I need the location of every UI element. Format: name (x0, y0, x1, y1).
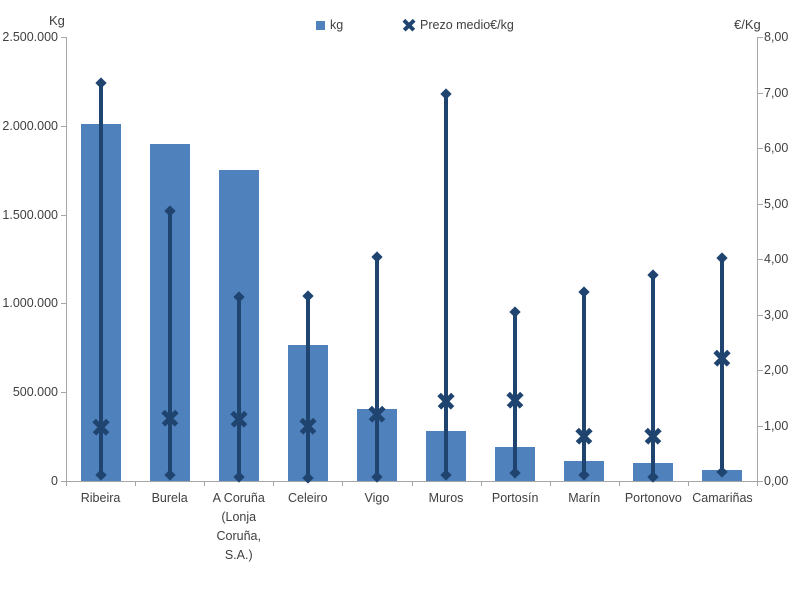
avg-x-marker-icon (506, 391, 524, 409)
avg-x-marker-icon (92, 418, 110, 436)
max-diamond-icon (94, 77, 107, 89)
bottom-axis-tick (342, 482, 344, 486)
kg-series-swatch-icon (316, 20, 325, 30)
bottom-axis-tick (757, 482, 758, 486)
bottom-axis-tick (480, 482, 482, 486)
right-axis-tick-label: 4,00 (764, 252, 789, 266)
right-axis-tick (758, 203, 763, 205)
hilo-line (582, 292, 587, 475)
max-diamond-icon (578, 286, 590, 298)
max-diamond-icon (509, 306, 521, 318)
left-axis-tick (61, 214, 66, 216)
left-axis-tick (61, 392, 66, 394)
avg-x-marker-icon (437, 392, 455, 410)
bottom-axis-tick (273, 482, 275, 486)
category-label: Camariñas (692, 491, 753, 505)
right-axis-tick-label: 6,00 (764, 141, 789, 155)
avg-x-marker-icon (575, 427, 593, 445)
category-label: Burela (151, 491, 188, 505)
right-axis-tick (758, 425, 763, 427)
max-diamond-icon (302, 289, 314, 302)
category-label: Portonovo (624, 491, 682, 505)
hilo-line (374, 256, 379, 477)
left-axis-tick-label: 2.000.000 (2, 118, 58, 133)
right-axis-tick (758, 92, 763, 94)
bottom-axis-tick (549, 482, 551, 486)
left-axis-title: Kg (49, 13, 65, 28)
right-axis-title: €/Kg (734, 17, 761, 32)
right-axis-tick (758, 481, 763, 482)
right-axis-tick-label: 7,00 (764, 85, 789, 100)
left-axis-tick-label: 1.000.000 (2, 296, 58, 311)
left-axis-tick (61, 37, 66, 38)
category-label: A Coruña (Lonja Coruña, S.A.) (212, 491, 265, 562)
bottom-axis-tick (411, 482, 413, 486)
bottom-axis-tick (204, 482, 206, 486)
bottom-axis-tick (66, 482, 67, 486)
right-axis-tick-label: 1,00 (764, 418, 789, 433)
hilo-line (236, 297, 241, 477)
right-axis-tick-label: 8,00 (764, 30, 789, 44)
right-axis-tick-label: 0,00 (764, 474, 789, 488)
right-axis-tick-label: 3,00 (764, 307, 789, 322)
left-axis-tick-label: 1.500.000 (2, 207, 58, 222)
bottom-axis-line (66, 481, 758, 482)
max-diamond-icon (371, 251, 383, 263)
right-axis-tick-label: 2,00 (764, 363, 789, 377)
legend-label-prezo-medio: Prezo medio€/kg (420, 18, 514, 32)
right-axis-tick (758, 259, 763, 260)
legend-label-kg: kg (330, 18, 344, 32)
right-axis-tick (758, 314, 763, 316)
left-axis-tick (61, 481, 66, 482)
left-axis-tick-label: 0 (51, 474, 58, 488)
right-axis-tick-label: 5,00 (764, 196, 789, 211)
avg-x-marker-icon (368, 405, 386, 423)
category-label: Muros (428, 491, 464, 505)
category-label: Vigo (364, 491, 390, 505)
category-label: Marín (568, 491, 601, 505)
avg-x-marker-icon (644, 427, 662, 445)
bottom-axis-tick (618, 482, 620, 486)
avg-x-marker-icon (713, 349, 731, 367)
left-axis-tick (61, 303, 66, 305)
category-label: Portosín (491, 491, 539, 505)
right-axis-tick (758, 37, 763, 38)
max-diamond-icon (440, 88, 452, 100)
left-axis-tick-label: 2.500.000 (2, 30, 58, 44)
avg-x-marker-icon (161, 409, 179, 427)
avg-x-marker-icon (299, 417, 317, 435)
right-axis-line (757, 37, 758, 481)
legend-item-prezo-medio: Prezo medio€/kg (402, 18, 514, 32)
avg-x-marker-icon (230, 410, 248, 428)
right-axis-tick (758, 148, 763, 149)
hilo-line (167, 210, 172, 475)
right-axis-tick (758, 370, 763, 371)
hilo-line (305, 295, 310, 479)
bottom-axis-tick (687, 482, 689, 486)
legend: kg Prezo medio€/kg (0, 18, 800, 36)
category-label: Ribeira (80, 491, 121, 505)
max-diamond-icon (647, 268, 660, 281)
hilo-line (651, 274, 656, 477)
max-diamond-icon (716, 252, 729, 264)
left-axis-tick-label: 500.000 (12, 385, 58, 400)
hilo-line (444, 94, 449, 475)
bottom-axis-tick (135, 482, 137, 486)
hilo-line (98, 83, 103, 476)
category-label: Celeiro (288, 491, 328, 505)
left-axis-tick (61, 125, 66, 127)
left-axis-line (66, 37, 67, 481)
legend-item-kg: kg (316, 18, 343, 32)
